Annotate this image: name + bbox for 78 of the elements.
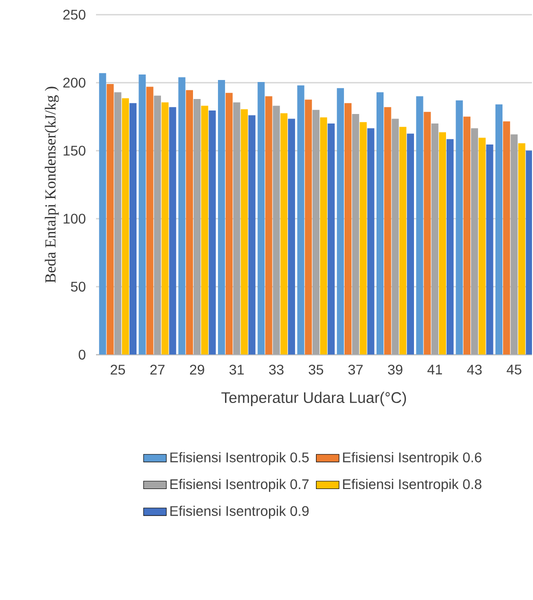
x-tick-label: 31 [230,364,244,375]
bar [518,143,526,355]
bar [464,116,471,355]
legend-label: Efisiensi Isentropik 0.8 [343,478,482,492]
bar [360,122,367,355]
bar [446,139,454,355]
bar [486,144,494,355]
y-tick-label: 250 [63,10,86,20]
bar [248,115,256,355]
bar [424,112,431,355]
bar [162,102,169,355]
bar [352,114,360,355]
bar [478,138,486,355]
bar [201,106,208,355]
x-tick-label: 27 [150,364,165,374]
legend-label: Efisiensi Isentropik 0.5 [170,452,309,466]
bar [178,77,186,355]
x-tick-label: 43 [467,364,482,375]
x-tick-label: 33 [269,364,284,375]
bar [106,84,114,355]
bar [169,107,176,355]
bar [130,103,137,355]
bar [312,110,320,355]
y-tick-label: 100 [64,214,86,224]
bar [99,73,106,355]
bar [510,134,518,355]
bar [114,92,122,355]
y-axis-title: Beda Entalpi Kondenser(kJ/kg ) [44,86,59,283]
legend-label: Efisiensi Isentropik 0.7 [170,478,309,492]
bar [384,107,392,355]
bar [344,103,352,355]
y-tick-label: 50 [71,282,86,292]
bar [272,106,280,355]
bar [208,110,216,355]
x-axis-title: Temperatur Udara Luar(°C) [222,392,406,406]
x-tick-label: 29 [190,364,204,375]
legend-label: Efisiensi Isentropik 0.6 [343,452,482,466]
bar [376,92,384,355]
y-tick-label: 0 [78,350,86,360]
x-tick-label: 39 [388,364,403,375]
bar [432,123,439,355]
bar [297,85,304,355]
x-tick-label: 25 [110,364,126,375]
bar [233,102,240,355]
bar [337,88,344,355]
legend-label: Efisiensi Isentropik 0.9 [170,506,309,519]
bar [503,121,510,355]
bar [280,113,288,355]
bar [240,109,248,355]
bar [416,96,424,355]
bar [146,86,154,355]
x-tick-label: 37 [348,364,363,375]
bar [407,134,414,355]
bar [456,100,464,355]
bar [154,96,162,355]
bar [399,126,407,355]
x-tick-label: 45 [506,364,522,374]
bar [320,117,328,355]
bar [218,80,226,355]
bar [288,118,296,355]
bar [496,104,503,355]
bar [265,96,272,355]
bar [305,100,312,355]
bar [258,82,265,355]
bar [226,92,233,355]
bar [122,98,130,355]
bar [392,118,399,355]
bar [471,128,478,355]
y-tick-label: 150 [64,146,86,156]
x-tick-label: 35 [308,364,324,375]
x-tick-label: 41 [428,364,442,374]
bar [186,90,194,355]
bar [328,123,335,355]
y-tick-label: 200 [63,78,86,88]
bar [138,74,146,355]
bar [367,128,375,355]
bar [194,98,201,355]
bar [439,132,446,355]
